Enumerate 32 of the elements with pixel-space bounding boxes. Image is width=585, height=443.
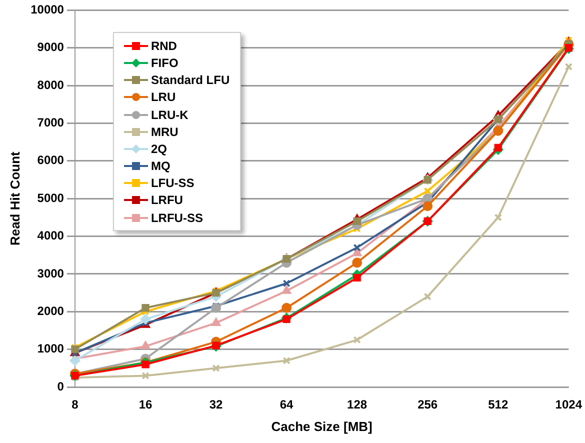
legend-label: LFU-SS [150,176,194,190]
legend-label: 2Q [150,142,167,156]
x-tick-label: 512 [488,398,508,412]
x-tick-label: 128 [347,398,368,412]
x-tick-label: 32 [209,398,224,412]
x-tick-label: 64 [280,398,294,412]
x-axis-title: Cache Size [MB] [271,418,372,434]
y-tick-label: 7000 [37,116,64,130]
legend-label: LRU-K [150,108,188,122]
x-tick-label: 16 [138,398,152,412]
y-tick-label: 0 [57,379,64,394]
legend-label: LRU [150,90,176,104]
y-tick-label: 4000 [37,228,64,243]
legend-label: MRU [150,124,178,139]
legend-label: MQ [150,159,170,174]
y-tick-label: 8000 [37,78,64,92]
y-tick-label: 9000 [37,40,64,54]
y-tick-label: 6000 [37,153,64,168]
y-tick-label: 10000 [30,2,64,17]
legend-label: FIFO [150,56,178,70]
legend-label: RND [150,38,177,53]
y-tick-label: 1000 [37,342,64,356]
legend-label: LRFU [150,193,183,208]
y-tick-label: 2000 [37,304,64,318]
y-tick-label: 3000 [37,266,64,280]
x-tick-label: 8 [72,398,79,412]
x-tick-label: 1024 [555,398,582,412]
y-tick-label: 5000 [37,190,64,205]
y-axis-title: Read Hit Count [7,150,22,246]
legend-label: Standard LFU [150,73,230,88]
x-tick-label: 256 [418,398,438,412]
legend-label: LRFU-SS [150,210,203,225]
